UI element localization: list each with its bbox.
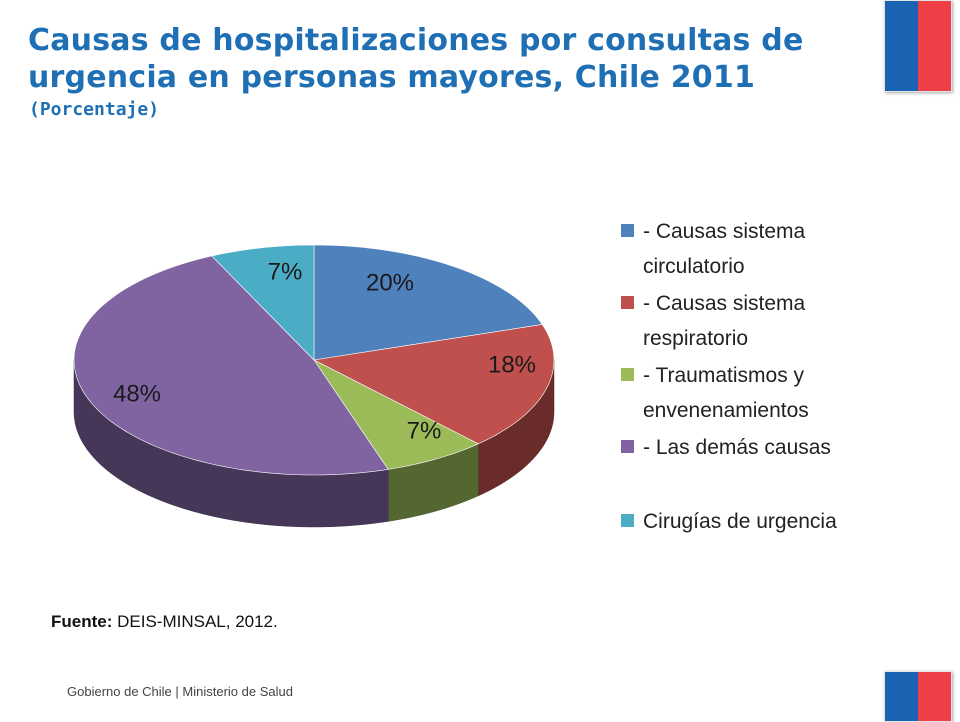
- legend-swatch: [621, 514, 634, 527]
- chile-flag-logo: [884, 0, 952, 92]
- legend-swatch: [621, 296, 634, 309]
- pie-slice-2: [313, 359, 479, 470]
- pie-slice-4: [211, 244, 315, 361]
- pie-label-3: 48%: [113, 380, 161, 407]
- legend-swatch: [621, 440, 634, 453]
- legend-label: Cirugías de urgencia: [643, 510, 837, 533]
- pie-slice-3: [73, 255, 389, 476]
- flag-blue-stripe: [885, 1, 918, 91]
- legend-label: - Las demás causas: [643, 436, 831, 459]
- pie-slice-0: [313, 244, 543, 361]
- flag-red-stripe: [918, 672, 951, 721]
- pie-side-walls: [73, 359, 555, 528]
- pie-top: [73, 244, 555, 476]
- source-prefix: Fuente:: [51, 612, 113, 631]
- footer-text: Gobierno de Chile | Ministerio de Salud: [67, 684, 293, 699]
- flag-blue-stripe: [885, 672, 918, 721]
- pie-label-1: 18%: [488, 351, 536, 378]
- legend-swatch: [621, 224, 634, 237]
- pie-label-0: 20%: [366, 269, 414, 296]
- page-subtitle: (Porcentaje): [29, 99, 160, 120]
- pie-data-labels: 20% 18% 7% 48% 7%: [113, 258, 536, 444]
- legend-label: - Causas sistema circulatorio: [643, 220, 806, 278]
- pie-label-4: 7%: [268, 258, 303, 285]
- pie-label-2: 7%: [407, 417, 442, 444]
- legend-label: - Traumatismos y envenenamientos: [643, 364, 809, 422]
- legend-swatch: [621, 368, 634, 381]
- source-note: Fuente: DEIS-MINSAL, 2012.: [51, 612, 278, 632]
- pie-slice-1: [313, 324, 555, 445]
- legend-label: - Causas sistema respiratorio: [643, 292, 806, 350]
- chile-flag-logo-footer: [884, 671, 952, 722]
- page-title: Causas de hospitalizaciones por consulta…: [28, 23, 804, 95]
- flag-red-stripe: [918, 1, 951, 91]
- source-text: DEIS-MINSAL, 2012.: [112, 612, 278, 631]
